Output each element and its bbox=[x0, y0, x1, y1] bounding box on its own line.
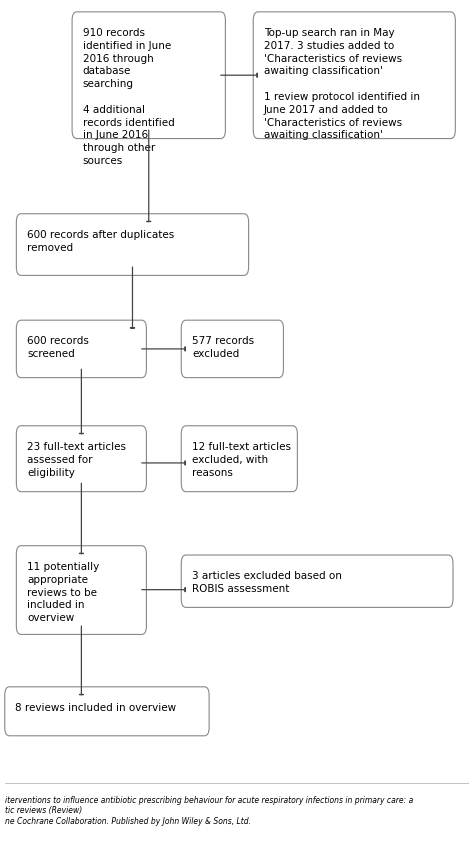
FancyBboxPatch shape bbox=[253, 13, 456, 139]
FancyBboxPatch shape bbox=[72, 13, 226, 139]
FancyBboxPatch shape bbox=[16, 546, 146, 635]
Text: 600 records
screened: 600 records screened bbox=[27, 336, 89, 359]
Text: 577 records
excluded: 577 records excluded bbox=[192, 336, 254, 359]
Text: iterventions to influence antibiotic prescribing behaviour for acute respiratory: iterventions to influence antibiotic pre… bbox=[5, 795, 413, 825]
Text: 3 articles excluded based on
ROBIS assessment: 3 articles excluded based on ROBIS asses… bbox=[192, 571, 342, 593]
FancyBboxPatch shape bbox=[181, 321, 283, 378]
Text: 11 potentially
appropriate
reviews to be
included in
overview: 11 potentially appropriate reviews to be… bbox=[27, 561, 99, 623]
FancyBboxPatch shape bbox=[181, 426, 297, 492]
FancyBboxPatch shape bbox=[181, 555, 453, 608]
Text: 12 full-text articles
excluded, with
reasons: 12 full-text articles excluded, with rea… bbox=[192, 442, 291, 477]
Text: 8 reviews included in overview: 8 reviews included in overview bbox=[16, 703, 176, 712]
FancyBboxPatch shape bbox=[5, 687, 209, 736]
Text: 910 records
identified in June
2016 through
database
searching

4 additional
rec: 910 records identified in June 2016 thro… bbox=[83, 28, 174, 166]
Text: 23 full-text articles
assessed for
eligibility: 23 full-text articles assessed for eligi… bbox=[27, 442, 126, 477]
FancyBboxPatch shape bbox=[16, 426, 146, 492]
Text: Top-up search ran in May
2017. 3 studies added to
'Characteristics of reviews
aw: Top-up search ran in May 2017. 3 studies… bbox=[264, 28, 420, 140]
Text: 600 records after duplicates
removed: 600 records after duplicates removed bbox=[27, 230, 174, 252]
FancyBboxPatch shape bbox=[16, 214, 248, 276]
FancyBboxPatch shape bbox=[16, 321, 146, 378]
